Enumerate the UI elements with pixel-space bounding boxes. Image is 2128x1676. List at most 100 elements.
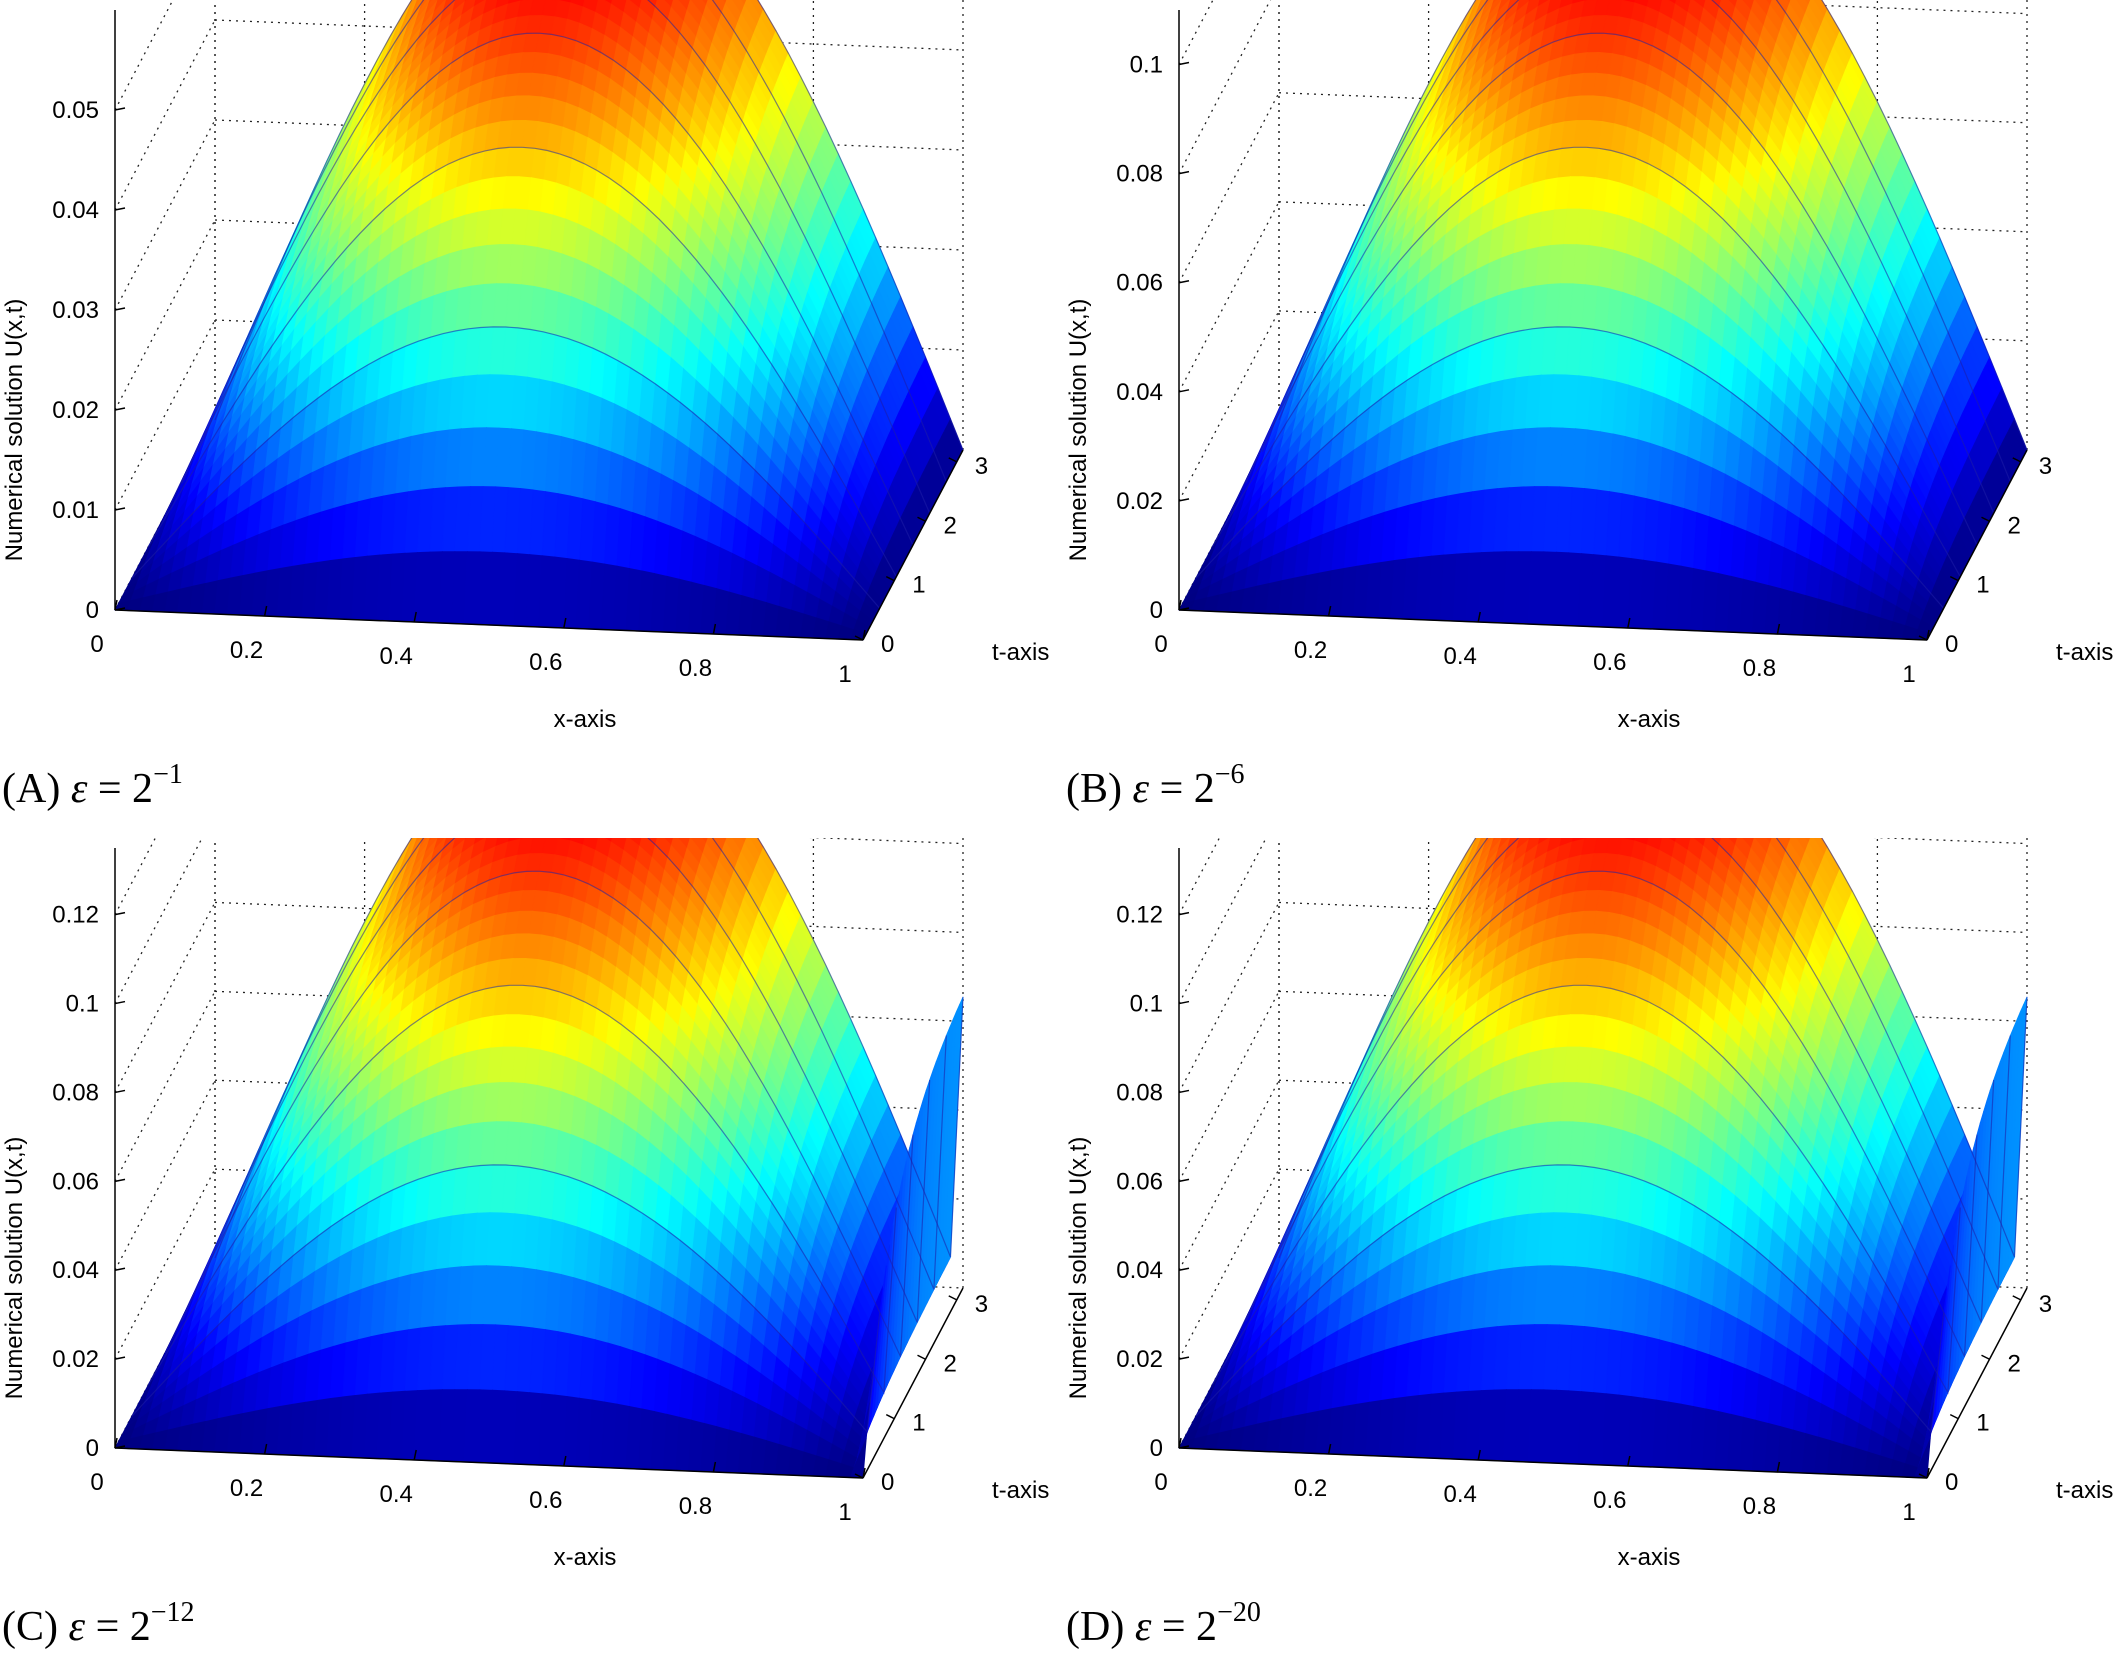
chart-panel-c: 0 0.02 0.04 0.06 0.08 0.1 0.12 0 0.2 0.4 0.6 0.8 1 0 1… xyxy=(0,838,1064,1676)
t-tick-label: 0 xyxy=(881,631,894,658)
x-tick xyxy=(413,611,417,623)
chart-panel-b: 0 0.02 0.04 0.06 0.08 0.1 0 0.2 0.4 0.6 0.8 1 0 1 2 3 x-… xyxy=(1064,0,2128,838)
surface-patch xyxy=(740,838,747,845)
surface-plot-a: 0 0.01 0.02 0.03 0.04 0.05 0 0.2 0.4 0.6 0.8 1 0 1 2 3 x… xyxy=(1,0,1049,733)
side-grid-line xyxy=(114,991,216,1182)
side-grid-line xyxy=(114,902,216,1093)
mesh-t-line xyxy=(1228,32,1978,546)
z-tick-label: 0 xyxy=(1150,597,1163,624)
back-grid-line xyxy=(1278,92,2028,124)
x-tick xyxy=(1776,623,1781,635)
caption-exponent: −6 xyxy=(1214,759,1245,790)
x-axis-line xyxy=(1178,609,1928,641)
side-grid-line xyxy=(114,219,216,411)
side-grid-line xyxy=(1178,201,1280,393)
z-tick-label: 0.05 xyxy=(52,97,99,124)
mesh-t-line xyxy=(1245,0,1995,514)
z-tick xyxy=(1178,170,1190,175)
t-tick xyxy=(2012,457,2022,463)
z-tick xyxy=(114,507,126,511)
t-tick-label: 3 xyxy=(975,453,988,480)
t-tick xyxy=(917,516,926,522)
x-tick xyxy=(563,617,567,629)
x-tick-label: 0 xyxy=(1154,631,1167,658)
t-axis-line xyxy=(1926,449,2028,641)
side-grid-line xyxy=(114,319,216,511)
x-axis-label: x-axis xyxy=(1618,706,1681,733)
x-tick xyxy=(114,599,118,611)
t-tick-label: 3 xyxy=(2039,453,2052,480)
x-tick xyxy=(1178,599,1182,611)
back-grid-line xyxy=(214,901,964,934)
back-grid-line xyxy=(808,838,964,845)
x-tick-label: 0.2 xyxy=(230,637,263,664)
t-tick xyxy=(854,635,864,641)
t-tick-label: 2 xyxy=(2008,512,2021,539)
surface-mesh xyxy=(114,838,964,1479)
surface-plot-b: 0 0.02 0.04 0.06 0.08 0.1 0 0.2 0.4 0.6 0.8 1 0 1 2 3 x-… xyxy=(1065,0,2113,733)
x-tick-label: 0.6 xyxy=(529,649,562,676)
z-tick xyxy=(1178,389,1190,393)
z-tick-label: 0.04 xyxy=(52,197,99,224)
mesh-t-line xyxy=(131,326,881,609)
z-tick xyxy=(114,207,126,211)
axes: 0 0.01 0.02 0.03 0.04 0.05 0 0.2 0.4 0.6 0.8 1 0 1 2 3 x… xyxy=(1,10,1049,733)
side-grid-line xyxy=(1178,0,1214,65)
surface-patch xyxy=(740,0,747,7)
z-tick-label: 0 xyxy=(86,597,99,624)
z-tick-label: 0.01 xyxy=(52,497,99,524)
caption-letter: (A) xyxy=(2,766,61,812)
x-tick xyxy=(263,605,268,617)
x-tick-label: 1 xyxy=(1902,661,1915,688)
t-axis-label: t-axis xyxy=(2056,639,2113,666)
x-tick xyxy=(1327,605,1332,617)
z-tick xyxy=(1178,279,1190,284)
t-axis-line xyxy=(862,449,964,641)
x-tick xyxy=(1477,611,1481,623)
mesh-t-line xyxy=(1261,0,2011,482)
z-tick-label: 0.08 xyxy=(1116,161,1163,188)
surface-patch xyxy=(1804,0,1811,7)
side-grid-line xyxy=(114,0,174,111)
surface-plot-c: 00.020.040.060.080.10.120 0.2 0.4 0.6 0.8 101… xyxy=(1,838,1049,1571)
x-tick xyxy=(1926,629,1930,641)
back-grid-line xyxy=(214,119,964,151)
surface-mesh xyxy=(1178,0,2028,641)
z-tick-label: 0.03 xyxy=(52,297,99,324)
z-tick xyxy=(114,407,126,411)
t-tick xyxy=(885,575,895,582)
t-tick-label: 2 xyxy=(944,512,957,539)
z-axis-label: Numerical solution U(x,t) xyxy=(1,299,28,562)
side-grid-line xyxy=(1178,92,1280,284)
chart-panel-a: 0 0.01 0.02 0.03 0.04 0.05 0 0.2 0.4 0.6 0.8 1 0 1 2 3 x… xyxy=(0,0,1064,838)
mesh-t-line xyxy=(147,146,897,577)
z-tick xyxy=(1178,607,1190,611)
axes: 0 0.02 0.04 0.06 0.08 0.1 0 0.2 0.4 0.6 0.8 1 0 1 2 3 x-… xyxy=(1065,10,2113,733)
caption-eq: = 2 xyxy=(97,766,154,812)
caption-epsilon: ε xyxy=(70,766,88,812)
mesh-t-line xyxy=(181,0,931,514)
t-tick-label: 0 xyxy=(1945,631,1958,658)
x-tick-label: 1 xyxy=(838,661,851,688)
z-tick-label: 0.02 xyxy=(1116,488,1163,515)
mesh-t-line xyxy=(197,0,947,482)
mesh-t-line xyxy=(1278,0,2028,451)
x-tick-label: 0.8 xyxy=(679,655,712,682)
mesh-t-line xyxy=(164,32,914,546)
side-grid-line xyxy=(114,1168,216,1360)
x-tick xyxy=(1627,617,1631,629)
side-grid-line xyxy=(114,838,203,1004)
z-tick xyxy=(1178,61,1190,66)
z-tick-label: 0.1 xyxy=(1130,52,1163,79)
t-tick xyxy=(1918,635,1928,641)
z-tick-label: 0.02 xyxy=(52,397,99,424)
z-tick-label: 0.06 xyxy=(1116,270,1163,297)
caption-eq: = 2 xyxy=(1159,766,1215,812)
t-tick xyxy=(1949,575,1959,582)
x-tick-label: 0.4 xyxy=(1444,643,1477,670)
caption-b: (B) ε = 2−6 xyxy=(1066,761,1245,813)
surface-mesh xyxy=(114,0,964,641)
caption-epsilon: ε xyxy=(1132,766,1150,812)
x-tick-label: 0.2 xyxy=(1294,637,1327,664)
z-tick xyxy=(114,307,126,311)
